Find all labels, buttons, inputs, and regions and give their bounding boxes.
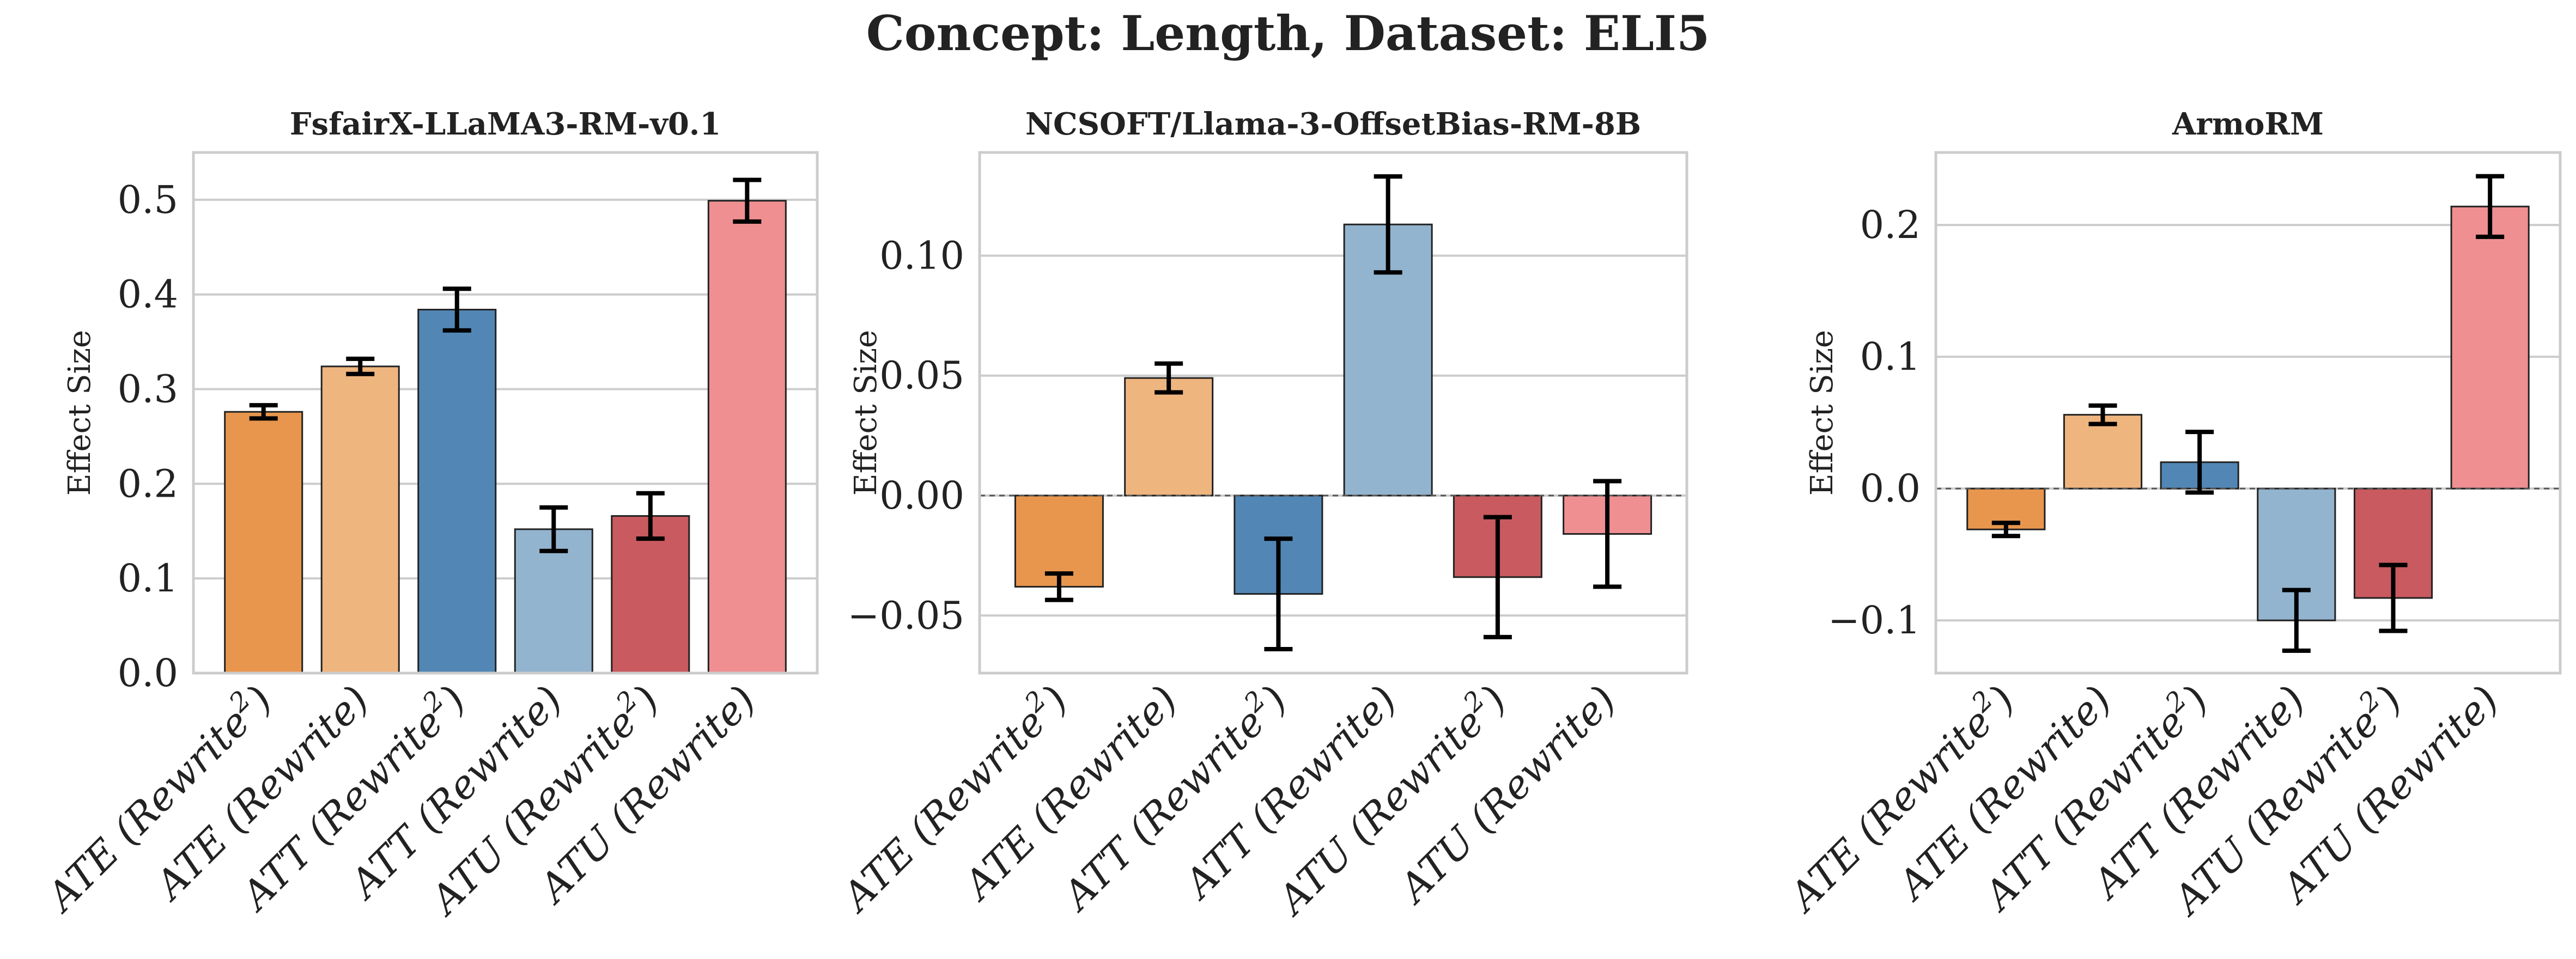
y-tick-label: 0.05 bbox=[879, 353, 964, 398]
y-tick-label: 0.0 bbox=[1860, 466, 1921, 511]
bar-4 bbox=[2257, 487, 2336, 621]
y-tick-label: 0.1 bbox=[1860, 334, 1921, 379]
bar-2 bbox=[320, 365, 400, 674]
error-bar-4 bbox=[539, 505, 568, 553]
bar-6 bbox=[2450, 205, 2530, 490]
y-tick-label: 0.10 bbox=[879, 233, 964, 278]
y-axis-label: Effect Size bbox=[62, 330, 98, 496]
chart-panel-2: −0.05 0.00 0.05 0.10 NCSOFT/Llama-3-OffsetBi… bbox=[831, 106, 1688, 925]
y-axis-label: Effect Size bbox=[848, 330, 884, 496]
chart-panel-1: 0.0 0.1 0.2 0.3 0.4 0.5 FsfairX-LLaMA3-RM-v0.1… bbox=[36, 106, 819, 925]
y-tick-label: −0.05 bbox=[847, 593, 964, 638]
error-bar-2 bbox=[346, 356, 375, 376]
error-bar-4 bbox=[2282, 588, 2311, 653]
y-tick-label: 0.1 bbox=[118, 556, 178, 601]
subplot-title: ArmoRM bbox=[2172, 106, 2324, 142]
y-tick-label: 0.00 bbox=[879, 473, 964, 518]
error-bar-3 bbox=[2185, 430, 2214, 495]
subplot-title: FsfairX-LLaMA3-RM-v0.1 bbox=[290, 106, 721, 142]
y-tick-label: 0.4 bbox=[118, 272, 178, 317]
bar-5 bbox=[611, 515, 690, 674]
error-bar-3 bbox=[1264, 536, 1293, 651]
plot-frame bbox=[978, 151, 1688, 675]
chart-panels: 0.0 0.1 0.2 0.3 0.4 0.5 FsfairX-LLaMA3-RM-v0.1… bbox=[36, 106, 2562, 925]
y-tick-label: 0.0 bbox=[118, 651, 178, 695]
error-bar-2 bbox=[2088, 403, 2117, 426]
error-bar-4 bbox=[1374, 174, 1402, 275]
bar-1 bbox=[224, 411, 303, 674]
subplot-title: NCSOFT/Llama-3-OffsetBias-RM-8B bbox=[1025, 106, 1641, 142]
error-bar-2 bbox=[1155, 361, 1183, 395]
y-tick-label: −0.1 bbox=[1828, 598, 1921, 643]
y-axis-label: Effect Size bbox=[1805, 330, 1840, 496]
error-bar-1 bbox=[1044, 571, 1073, 602]
error-bar-5 bbox=[1483, 515, 1512, 639]
error-bar-6 bbox=[2476, 174, 2505, 239]
bar-6 bbox=[707, 200, 787, 674]
error-bar-3 bbox=[442, 286, 471, 333]
y-tick-label: 0.2 bbox=[118, 461, 178, 506]
plot-frame bbox=[192, 151, 819, 675]
error-bar-6 bbox=[733, 178, 762, 224]
error-bar-1 bbox=[1991, 521, 2020, 539]
y-tick-label: 0.5 bbox=[118, 178, 178, 222]
error-bar-5 bbox=[636, 491, 665, 541]
error-bar-5 bbox=[2379, 563, 2408, 633]
bar-2 bbox=[1124, 377, 1214, 497]
y-tick-label: 0.2 bbox=[1860, 203, 1921, 247]
error-bar-1 bbox=[249, 403, 278, 421]
bar-3 bbox=[417, 309, 497, 674]
y-tick-label: 0.3 bbox=[118, 367, 178, 412]
plot-frame bbox=[1934, 151, 2562, 675]
error-bar-6 bbox=[1593, 479, 1622, 589]
figure-title: Concept: Length, Dataset: ELI5 bbox=[866, 5, 1710, 62]
